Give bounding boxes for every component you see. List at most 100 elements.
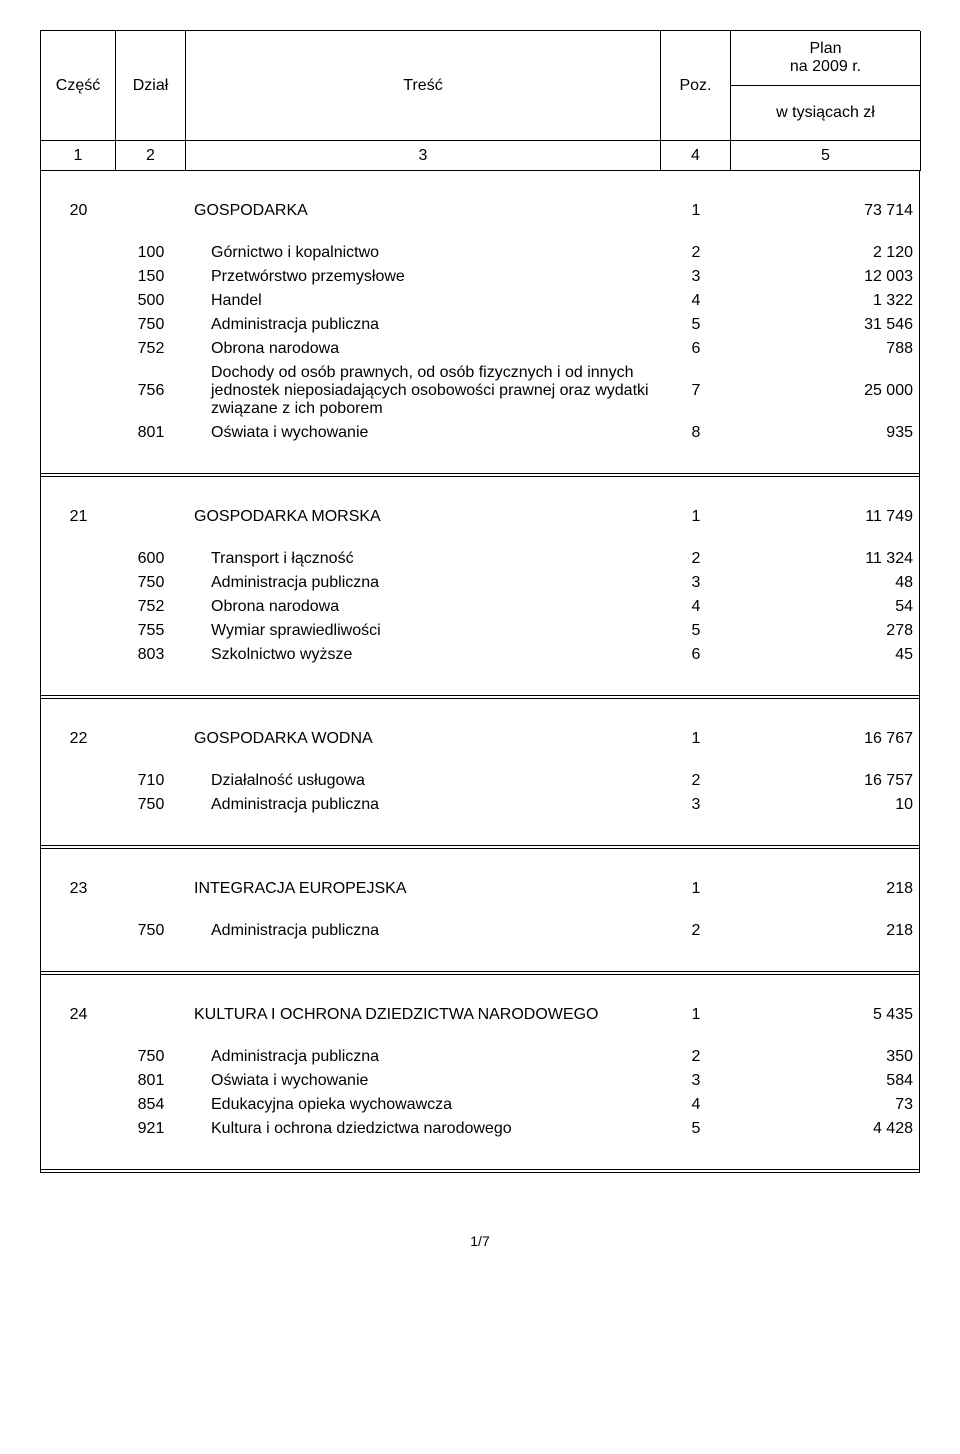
cell-dzial: 752 bbox=[116, 337, 186, 361]
cell-amount: 73 bbox=[731, 1093, 921, 1117]
cell-amount: 11 324 bbox=[731, 547, 921, 571]
cell-dzial: 750 bbox=[116, 571, 186, 595]
cell-poz: 3 bbox=[661, 265, 731, 289]
header-plan: Plan na 2009 r. bbox=[731, 31, 921, 86]
cell-amount: 584 bbox=[731, 1069, 921, 1093]
cell-amount: 278 bbox=[731, 619, 921, 643]
section-number: 23 bbox=[41, 877, 116, 901]
cell-poz: 7 bbox=[661, 361, 731, 421]
cell-amount: 16 757 bbox=[731, 769, 921, 793]
cell-poz: 4 bbox=[661, 595, 731, 619]
cell-dzial: 854 bbox=[116, 1093, 186, 1117]
header-num-2: 2 bbox=[116, 141, 186, 171]
section-block: 22GOSPODARKA WODNA116 767 710Działalność … bbox=[40, 699, 920, 845]
cell-czesc bbox=[41, 547, 116, 571]
cell-czesc bbox=[41, 571, 116, 595]
cell-poz: 2 bbox=[661, 769, 731, 793]
cell-tresc: Obrona narodowa bbox=[186, 595, 661, 619]
cell-amount: 31 546 bbox=[731, 313, 921, 337]
table-row: 756Dochody od osób prawnych, od osób fiz… bbox=[41, 361, 919, 421]
cell-czesc bbox=[41, 421, 116, 445]
header-units: w tysiącach zł bbox=[731, 86, 921, 141]
header-num-4: 4 bbox=[661, 141, 731, 171]
section-poz: 1 bbox=[661, 1003, 731, 1027]
cell-amount: 935 bbox=[731, 421, 921, 445]
cell-amount: 12 003 bbox=[731, 265, 921, 289]
cell-tresc: Administracja publiczna bbox=[186, 1045, 661, 1069]
section-poz: 1 bbox=[661, 505, 731, 529]
header-czesc: Część bbox=[41, 31, 116, 141]
cell-dzial: 756 bbox=[116, 361, 186, 421]
cell-poz: 4 bbox=[661, 1093, 731, 1117]
table-row: 150Przetwórstwo przemysłowe312 003 bbox=[41, 265, 919, 289]
empty bbox=[116, 727, 186, 751]
table-row: 600Transport i łączność211 324 bbox=[41, 547, 919, 571]
cell-dzial: 150 bbox=[116, 265, 186, 289]
empty bbox=[116, 1003, 186, 1027]
table-row: 750Administracja publiczna348 bbox=[41, 571, 919, 595]
cell-tresc: Działalność usługowa bbox=[186, 769, 661, 793]
section-amount: 73 714 bbox=[731, 199, 921, 223]
cell-czesc bbox=[41, 265, 116, 289]
cell-czesc bbox=[41, 1045, 116, 1069]
cell-amount: 788 bbox=[731, 337, 921, 361]
cell-tresc: Górnictwo i kopalnictwo bbox=[186, 241, 661, 265]
cell-dzial: 750 bbox=[116, 793, 186, 817]
cell-tresc: Handel bbox=[186, 289, 661, 313]
table-row: 750Administracja publiczna2218 bbox=[41, 919, 919, 943]
header-num-1: 1 bbox=[41, 141, 116, 171]
header-num-3: 3 bbox=[186, 141, 661, 171]
section-block: 21GOSPODARKA MORSKA111 749 600Transport i… bbox=[40, 477, 920, 695]
cell-czesc bbox=[41, 1117, 116, 1141]
cell-tresc: Wymiar sprawiedliwości bbox=[186, 619, 661, 643]
cell-poz: 8 bbox=[661, 421, 731, 445]
cell-poz: 2 bbox=[661, 547, 731, 571]
cell-poz: 5 bbox=[661, 1117, 731, 1141]
header-dzial: Dział bbox=[116, 31, 186, 141]
cell-dzial: 750 bbox=[116, 313, 186, 337]
cell-tresc: Administracja publiczna bbox=[186, 793, 661, 817]
cell-poz: 6 bbox=[661, 337, 731, 361]
section-number: 22 bbox=[41, 727, 116, 751]
cell-tresc: Administracja publiczna bbox=[186, 571, 661, 595]
cell-dzial: 801 bbox=[116, 1069, 186, 1093]
section-poz: 1 bbox=[661, 727, 731, 751]
cell-dzial: 100 bbox=[116, 241, 186, 265]
cell-amount: 10 bbox=[731, 793, 921, 817]
table-row: 710Działalność usługowa216 757 bbox=[41, 769, 919, 793]
cell-czesc bbox=[41, 643, 116, 667]
table-row: 500Handel41 322 bbox=[41, 289, 919, 313]
cell-tresc: Administracja publiczna bbox=[186, 313, 661, 337]
cell-amount: 54 bbox=[731, 595, 921, 619]
cell-czesc bbox=[41, 793, 116, 817]
cell-dzial: 750 bbox=[116, 1045, 186, 1069]
page-footer: 1/7 bbox=[40, 1233, 920, 1249]
header-num-5: 5 bbox=[731, 141, 921, 171]
cell-tresc: Oświata i wychowanie bbox=[186, 1069, 661, 1093]
section-title-row: 21GOSPODARKA MORSKA111 749 bbox=[41, 505, 919, 529]
section-number: 20 bbox=[41, 199, 116, 223]
table-row: 750Administracja publiczna2350 bbox=[41, 1045, 919, 1069]
cell-dzial: 600 bbox=[116, 547, 186, 571]
cell-tresc: Przetwórstwo przemysłowe bbox=[186, 265, 661, 289]
cell-poz: 5 bbox=[661, 619, 731, 643]
section-title: GOSPODARKA bbox=[186, 199, 661, 223]
section-title-row: 22GOSPODARKA WODNA116 767 bbox=[41, 727, 919, 751]
section-title-row: 20GOSPODARKA173 714 bbox=[41, 199, 919, 223]
cell-amount: 218 bbox=[731, 919, 921, 943]
cell-tresc: Obrona narodowa bbox=[186, 337, 661, 361]
cell-tresc: Dochody od osób prawnych, od osób fizycz… bbox=[186, 361, 661, 421]
section-title-row: 24KULTURA I OCHRONA DZIEDZICTWA NARODOWE… bbox=[41, 1003, 919, 1027]
cell-czesc bbox=[41, 361, 116, 421]
section-title: INTEGRACJA EUROPEJSKA bbox=[186, 877, 661, 901]
cell-czesc bbox=[41, 241, 116, 265]
cell-dzial: 803 bbox=[116, 643, 186, 667]
cell-dzial: 500 bbox=[116, 289, 186, 313]
cell-czesc bbox=[41, 337, 116, 361]
section-amount: 218 bbox=[731, 877, 921, 901]
section-number: 21 bbox=[41, 505, 116, 529]
table-row: 803Szkolnictwo wyższe645 bbox=[41, 643, 919, 667]
table-row: 750Administracja publiczna310 bbox=[41, 793, 919, 817]
table-row: 750Administracja publiczna531 546 bbox=[41, 313, 919, 337]
cell-czesc bbox=[41, 313, 116, 337]
